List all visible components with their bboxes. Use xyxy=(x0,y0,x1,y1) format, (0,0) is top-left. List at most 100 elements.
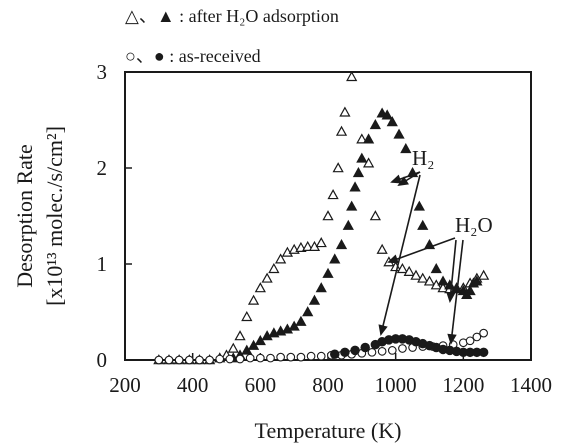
x-tick-label: 400 xyxy=(177,373,209,397)
data-point-circle-filled xyxy=(350,345,360,356)
legend-entry-as-received: ○、● : as-received xyxy=(125,46,261,66)
y-axis-ticks: 0 1 2 3 xyxy=(97,60,132,372)
y-axis-label-line2: [x10¹³ molec./s/cm²] xyxy=(42,126,67,306)
data-point-triangle-filled xyxy=(417,219,429,230)
data-point-circle-open xyxy=(316,351,326,361)
data-point-circle-open xyxy=(225,354,235,364)
data-point-triangle-open xyxy=(302,240,314,251)
data-point-circle-open xyxy=(286,352,296,362)
y-tick-label: 2 xyxy=(97,156,108,180)
data-point-triangle-open xyxy=(403,265,415,276)
data-point-triangle-filled xyxy=(308,294,321,305)
y-tick-label: 1 xyxy=(97,252,108,276)
data-point-circle-open xyxy=(205,355,214,365)
data-point-triangle-open xyxy=(376,243,388,254)
x-tick-label: 1200 xyxy=(442,373,484,397)
data-point-circle-open xyxy=(195,355,204,365)
data-point-triangle-filled xyxy=(288,320,300,331)
legend-entry-after-adsorption: △、▲ : after H₂O adsorption xyxy=(125,6,339,26)
data-point-triangle-filled xyxy=(329,253,341,264)
arrowhead xyxy=(378,324,388,336)
data-point-circle-open xyxy=(465,336,475,346)
data-point-triangle-open xyxy=(227,342,239,353)
data-point-triangle-open xyxy=(410,269,422,280)
data-point-triangle-open xyxy=(234,330,246,341)
series-triangle-filled xyxy=(227,107,483,363)
data-point-triangle-open xyxy=(346,70,358,82)
data-point-triangle-filled xyxy=(342,219,354,230)
data-point-triangle-open xyxy=(423,275,436,286)
data-point-circle-filled xyxy=(330,349,340,359)
data-point-triangle-filled xyxy=(413,200,425,211)
data-point-triangle-filled xyxy=(247,339,260,350)
data-point-triangle-open xyxy=(339,106,351,117)
data-point-triangle-open xyxy=(275,253,287,264)
series-circle-filled xyxy=(330,334,489,359)
x-tick-label: 600 xyxy=(245,373,277,397)
arrow-h2-to-filled-circle xyxy=(380,174,421,335)
data-point-triangle-open xyxy=(362,157,375,168)
data-point-triangle-filled xyxy=(322,267,334,278)
data-point-triangle-filled xyxy=(381,109,393,120)
data-point-triangle-filled xyxy=(335,238,348,250)
data-point-triangle-filled xyxy=(254,334,266,346)
data-point-triangle-filled xyxy=(315,282,327,293)
data-point-triangle-open xyxy=(247,294,260,305)
data-point-circle-filled xyxy=(340,347,350,358)
data-point-triangle-open xyxy=(268,262,280,274)
data-point-circle-filled xyxy=(360,342,370,353)
data-point-triangle-open xyxy=(261,272,273,283)
x-axis-label: Temperature (K) xyxy=(255,418,402,443)
data-point-circle-open xyxy=(472,332,482,342)
arrowhead xyxy=(447,333,457,345)
data-point-circle-filled xyxy=(478,347,489,358)
data-point-circle-open xyxy=(215,354,225,364)
data-point-triangle-filled xyxy=(464,285,476,296)
data-point-triangle-filled xyxy=(349,181,361,192)
data-point-triangle-filled xyxy=(346,200,358,211)
data-point-triangle-filled xyxy=(369,118,381,130)
x-tick-label: 200 xyxy=(109,373,141,397)
data-point-circle-open xyxy=(479,328,488,338)
x-tick-label: 1400 xyxy=(510,373,552,397)
data-point-triangle-open xyxy=(254,282,266,293)
data-point-circle-open xyxy=(377,347,387,356)
data-point-triangle-filled xyxy=(356,152,368,163)
data-point-triangle-filled xyxy=(352,166,365,178)
data-point-triangle-filled xyxy=(241,344,253,355)
data-point-circle-open xyxy=(296,352,306,362)
data-point-triangle-open xyxy=(335,125,348,136)
data-point-circle-open xyxy=(367,347,377,357)
data-point-triangle-filled xyxy=(471,275,483,286)
data-point-circle-open xyxy=(255,353,265,363)
arrow-h2o-to-filled-circle xyxy=(450,239,464,344)
data-point-circle-open xyxy=(387,346,397,355)
arrowhead xyxy=(446,291,456,303)
data-point-triangle-open xyxy=(241,310,253,322)
x-tick-label: 800 xyxy=(312,373,344,397)
data-point-circle-open xyxy=(306,351,316,361)
data-series-layer xyxy=(153,70,490,365)
data-point-circle-open xyxy=(154,355,164,365)
data-point-circle-open xyxy=(164,355,174,365)
data-point-circle-open xyxy=(184,355,194,365)
annotation-h2: H₂ xyxy=(412,146,435,170)
data-point-triangle-filled xyxy=(437,275,449,286)
data-point-triangle-open xyxy=(478,269,490,280)
data-point-triangle-open xyxy=(332,162,344,173)
data-point-triangle-filled xyxy=(393,128,405,139)
arrowhead xyxy=(390,174,402,184)
arrowhead xyxy=(397,176,409,187)
data-point-triangle-filled xyxy=(400,142,412,154)
annotation-arrows xyxy=(378,171,464,345)
data-point-triangle-filled xyxy=(430,262,442,274)
data-point-triangle-open xyxy=(315,237,327,248)
data-point-triangle-open xyxy=(327,189,339,200)
data-point-triangle-filled xyxy=(295,315,307,326)
data-point-triangle-open xyxy=(322,210,334,221)
data-point-triangle-open xyxy=(417,272,429,283)
data-point-triangle-open xyxy=(356,133,368,144)
data-point-circle-open xyxy=(398,344,407,353)
x-tick-label: 1000 xyxy=(375,373,417,397)
